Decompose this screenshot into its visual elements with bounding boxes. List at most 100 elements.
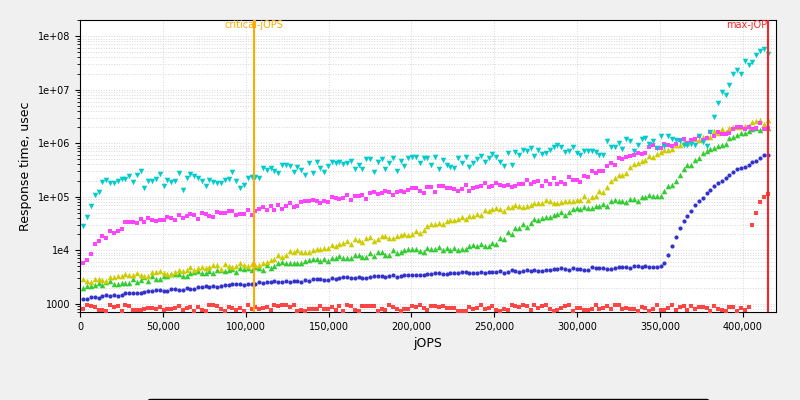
- 90-th percentile: [199, 270, 212, 276]
- 99-th percentile: [582, 174, 594, 180]
- 90-th percentile: [704, 145, 717, 152]
- max: [677, 142, 690, 148]
- min: [616, 306, 629, 313]
- max: [222, 175, 235, 182]
- 95-th percentile: [470, 211, 483, 218]
- 99-th percentile: [214, 210, 227, 216]
- 99-th percentile: [130, 220, 143, 226]
- 99-th percentile: [382, 189, 395, 195]
- median: [681, 213, 694, 219]
- median: [264, 279, 277, 285]
- median: [758, 152, 770, 159]
- min: [708, 302, 721, 309]
- 90-th percentile: [192, 268, 205, 274]
- median: [261, 278, 274, 285]
- 90-th percentile: [360, 254, 373, 260]
- 99-th percentile: [421, 184, 434, 190]
- min: [547, 307, 560, 314]
- max: [746, 59, 759, 65]
- min: [390, 306, 403, 312]
- 95-th percentile: [486, 206, 499, 212]
- 90-th percentile: [521, 223, 534, 230]
- max: [528, 153, 541, 159]
- min: [326, 304, 338, 311]
- median: [352, 274, 365, 280]
- 99-th percentile: [314, 199, 326, 206]
- max: [195, 178, 208, 185]
- 95-th percentile: [238, 262, 250, 268]
- median: [330, 276, 342, 282]
- median: [677, 218, 690, 225]
- 99-th percentile: [142, 215, 154, 222]
- 95-th percentile: [601, 184, 614, 190]
- max: [272, 170, 285, 177]
- 95-th percentile: [283, 248, 296, 254]
- 99-th percentile: [723, 130, 736, 136]
- min: [314, 302, 326, 309]
- max: [333, 159, 346, 166]
- median: [708, 183, 721, 189]
- 99-th percentile: [107, 229, 120, 236]
- median: [436, 271, 449, 277]
- 90-th percentile: [134, 277, 147, 283]
- 99-th percentile: [693, 132, 706, 139]
- 90-th percentile: [367, 253, 380, 259]
- 90-th percentile: [122, 279, 135, 286]
- min: [455, 307, 468, 314]
- 90-th percentile: [612, 198, 625, 204]
- 90-th percentile: [448, 244, 461, 251]
- 90-th percentile: [738, 130, 751, 137]
- max: [574, 152, 586, 158]
- max: [452, 155, 465, 161]
- median: [207, 282, 220, 289]
- 95-th percentile: [234, 259, 246, 266]
- 90-th percentile: [433, 244, 446, 250]
- 95-th percentile: [226, 264, 239, 270]
- median: [92, 294, 105, 301]
- min: [165, 306, 178, 312]
- 99-th percentile: [555, 178, 568, 185]
- 99-th percentile: [459, 182, 472, 188]
- 99-th percentile: [264, 203, 277, 209]
- max: [742, 62, 755, 68]
- 99-th percentile: [333, 196, 346, 202]
- 95-th percentile: [524, 202, 537, 208]
- max: [410, 154, 422, 160]
- 99-th percentile: [242, 207, 254, 214]
- median: [662, 252, 674, 258]
- 99-th percentile: [352, 193, 365, 200]
- max: [276, 162, 289, 168]
- 99-th percentile: [337, 195, 350, 202]
- max: [605, 144, 618, 150]
- max: [249, 174, 262, 180]
- median: [509, 268, 522, 274]
- 99-th percentile: [245, 212, 258, 218]
- 90-th percentile: [425, 246, 438, 252]
- min: [723, 304, 736, 310]
- 90-th percentile: [418, 249, 430, 255]
- max: [85, 203, 98, 210]
- 95-th percentile: [436, 221, 449, 228]
- 99-th percentile: [268, 207, 281, 214]
- 95-th percentile: [693, 137, 706, 143]
- max: [444, 164, 457, 170]
- 90-th percentile: [650, 193, 663, 199]
- 95-th percentile: [551, 200, 564, 206]
- max: [234, 185, 246, 191]
- median: [81, 296, 94, 303]
- 99-th percentile: [455, 185, 468, 192]
- 99-th percentile: [253, 206, 266, 212]
- 99-th percentile: [666, 143, 678, 150]
- 90-th percentile: [272, 260, 285, 266]
- min: [298, 308, 311, 314]
- 90-th percentile: [146, 273, 158, 280]
- min: [310, 306, 323, 312]
- 95-th percentile: [448, 217, 461, 223]
- max: [367, 169, 380, 175]
- max: [134, 168, 147, 174]
- max: [758, 46, 770, 52]
- min: [738, 306, 751, 313]
- median: [455, 269, 468, 276]
- median: [586, 264, 598, 270]
- min: [566, 308, 579, 314]
